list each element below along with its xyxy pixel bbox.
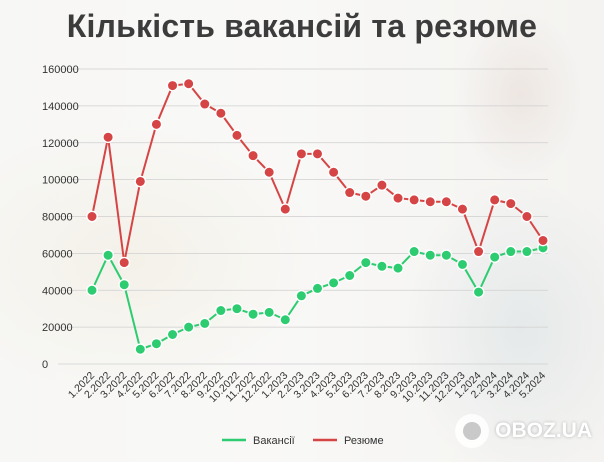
data-point: [198, 98, 211, 110]
data-point: [537, 234, 549, 247]
data-point: [504, 245, 517, 258]
data-point: [263, 166, 276, 179]
data-point: [247, 308, 259, 321]
data-point: [520, 245, 533, 258]
data-point: [102, 249, 115, 262]
legend: Вакансії Резюме: [222, 435, 384, 447]
data-point: [343, 186, 356, 199]
data-point: [311, 282, 324, 295]
grid: [58, 68, 548, 365]
data-point: [440, 249, 453, 262]
data-point: [182, 321, 195, 334]
y-tick-label: 40000: [42, 285, 73, 297]
data-point: [166, 79, 179, 92]
y-tick-label: 100000: [42, 175, 79, 187]
y-tick-label: 140000: [42, 101, 79, 113]
data-point: [392, 192, 404, 204]
data-point: [440, 195, 453, 208]
series-line-0: [91, 246, 544, 351]
data-point: [408, 245, 421, 258]
data-point: [231, 129, 243, 142]
data-point: [408, 194, 421, 206]
data-point: [214, 107, 227, 120]
data-point: [376, 179, 388, 192]
data-point: [359, 190, 372, 203]
chart-title: Кількість вакансій та резюме: [66, 8, 538, 44]
data-point: [343, 269, 356, 282]
data-point: [488, 251, 501, 263]
data-point: [392, 262, 404, 275]
data-point: [520, 210, 533, 223]
data-point: [247, 149, 259, 162]
oboz-logo-icon: [455, 414, 490, 448]
data-point: [102, 131, 115, 144]
data-point: [150, 337, 163, 350]
data-point: [376, 260, 388, 273]
data-point: [295, 147, 308, 160]
data-point: [424, 249, 437, 262]
y-axis: 0 20000 40000 60000 80000 100000 120000 140000 1…: [42, 64, 79, 371]
y-tick-label: 0: [42, 359, 48, 371]
data-point: [456, 258, 469, 271]
data-point: [118, 278, 131, 291]
y-tick-label: 160000: [42, 64, 79, 76]
legend-label: Вакансії: [253, 435, 295, 447]
data-point: [279, 203, 292, 216]
x-axis: 1.20222.20223.20224.20225.20226.20227.20…: [66, 370, 548, 405]
data-point: [504, 197, 517, 210]
data-point: [327, 276, 340, 289]
legend-label: Резюме: [344, 435, 384, 447]
data-point: [488, 194, 501, 206]
data-point: [424, 195, 437, 208]
data-point: [182, 77, 195, 90]
series-line-1: [91, 82, 544, 264]
data-point: [214, 304, 227, 317]
y-tick-label: 20000: [42, 322, 73, 334]
data-point: [311, 147, 324, 160]
data-point: [263, 306, 276, 319]
data-point: [279, 313, 292, 326]
watermark: OBOZ.UA: [455, 414, 592, 448]
data-point: [150, 118, 163, 131]
data-point: [166, 328, 179, 341]
data-point: [456, 203, 469, 216]
data-point: [86, 284, 98, 297]
y-tick-label: 60000: [42, 248, 73, 260]
data-point: [134, 175, 147, 188]
watermark-text: OBOZ.UA: [495, 419, 592, 442]
data-point: [86, 210, 98, 223]
data-point: [231, 302, 243, 315]
data-point: [327, 166, 340, 179]
data-point: [295, 289, 308, 302]
series-points: [86, 77, 549, 356]
y-tick-label: 80000: [42, 212, 73, 224]
data-point: [472, 245, 485, 258]
data-point: [472, 286, 485, 298]
data-point: [198, 317, 211, 330]
y-tick-label: 120000: [42, 138, 79, 150]
data-point: [359, 256, 372, 269]
data-point: [118, 256, 131, 269]
data-point: [134, 343, 147, 356]
